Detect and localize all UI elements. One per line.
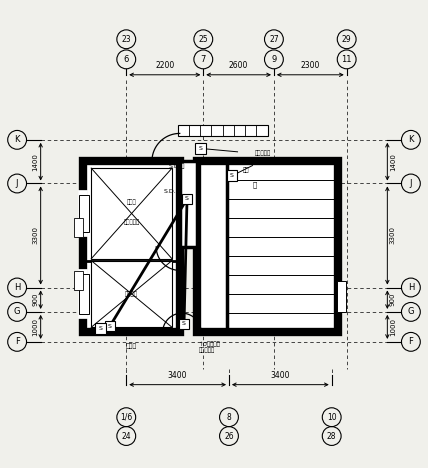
Text: J: J xyxy=(410,179,412,188)
Text: S: S xyxy=(182,322,186,326)
Text: ↑O下层引来: ↑O下层引来 xyxy=(199,341,221,347)
Text: 6: 6 xyxy=(124,55,129,64)
Text: 消防电梯: 消防电梯 xyxy=(125,291,138,297)
Text: 1/6: 1/6 xyxy=(120,413,132,422)
Text: 2200: 2200 xyxy=(155,61,174,70)
Bar xyxy=(181,194,193,204)
Text: 层电: 层电 xyxy=(243,168,250,174)
Bar xyxy=(337,281,346,312)
Bar xyxy=(74,271,83,290)
Text: J: J xyxy=(16,179,18,188)
Text: 900: 900 xyxy=(32,293,38,307)
Text: 1000: 1000 xyxy=(32,318,38,336)
Text: 无障碍电梯: 无障碍电梯 xyxy=(124,220,140,225)
Bar xyxy=(180,161,197,247)
Text: 竖电井: 竖电井 xyxy=(126,343,137,349)
Bar xyxy=(91,261,172,327)
Text: G: G xyxy=(14,307,21,316)
Text: 9: 9 xyxy=(271,55,276,64)
Text: S.D.正: S.D.正 xyxy=(168,164,185,169)
Text: S.D.: S.D. xyxy=(163,189,176,194)
Text: 26: 26 xyxy=(224,431,234,440)
Text: K: K xyxy=(15,135,20,144)
Bar xyxy=(178,125,268,136)
Text: 27: 27 xyxy=(269,35,279,44)
Text: 1400: 1400 xyxy=(32,153,38,171)
Text: 下: 下 xyxy=(253,182,257,188)
Bar xyxy=(79,195,89,232)
Bar xyxy=(195,143,206,154)
Text: K: K xyxy=(408,135,413,144)
Bar xyxy=(179,319,189,329)
Text: 11: 11 xyxy=(342,55,352,64)
Bar xyxy=(95,323,106,334)
Bar xyxy=(197,161,338,332)
Text: G: G xyxy=(407,307,414,316)
Text: S: S xyxy=(185,197,189,201)
Text: 3300: 3300 xyxy=(32,227,38,244)
Text: 1000: 1000 xyxy=(390,318,396,336)
Text: 并引至上层: 并引至上层 xyxy=(199,348,215,353)
Text: 10: 10 xyxy=(327,413,336,422)
Text: 7: 7 xyxy=(201,55,206,64)
Text: 客梯兼: 客梯兼 xyxy=(127,200,137,205)
Text: S: S xyxy=(108,323,112,329)
Text: 900: 900 xyxy=(390,293,396,307)
Bar xyxy=(79,274,89,314)
Text: H: H xyxy=(14,283,20,292)
Bar xyxy=(227,170,238,181)
Text: H: H xyxy=(408,283,414,292)
Bar xyxy=(83,161,180,332)
Text: S: S xyxy=(98,326,103,331)
Bar xyxy=(91,168,172,259)
Text: F: F xyxy=(408,337,413,346)
Text: 2300: 2300 xyxy=(300,61,320,70)
Text: 28: 28 xyxy=(327,431,336,440)
Text: S: S xyxy=(198,146,202,151)
Text: 仅有数层有: 仅有数层有 xyxy=(255,151,271,156)
Bar xyxy=(74,218,83,236)
Text: 23: 23 xyxy=(122,35,131,44)
Text: 8: 8 xyxy=(226,413,232,422)
Text: 3300: 3300 xyxy=(390,227,396,244)
Text: 1400: 1400 xyxy=(390,153,396,171)
Text: 3400: 3400 xyxy=(168,372,187,380)
Text: 25: 25 xyxy=(199,35,208,44)
Bar xyxy=(104,321,115,331)
Text: S: S xyxy=(230,173,234,178)
Text: 29: 29 xyxy=(342,35,351,44)
Text: 3400: 3400 xyxy=(270,372,290,380)
Text: 2600: 2600 xyxy=(229,61,248,70)
Text: F: F xyxy=(15,337,20,346)
Text: 24: 24 xyxy=(122,431,131,440)
